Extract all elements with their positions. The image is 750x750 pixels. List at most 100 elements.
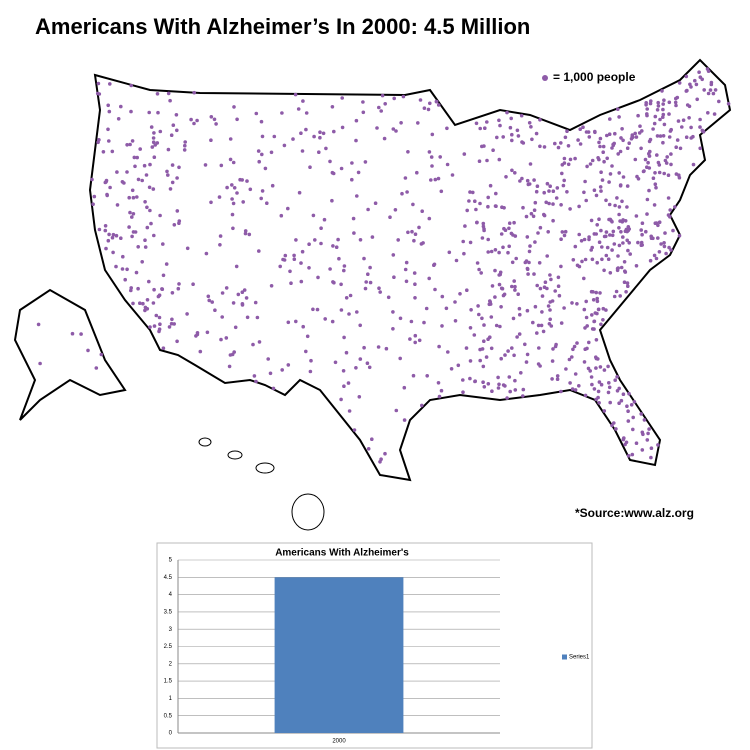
population-dot — [647, 166, 652, 170]
population-dot — [717, 99, 721, 104]
population-dot — [695, 97, 699, 102]
population-dot — [587, 340, 591, 345]
population-dot — [693, 78, 697, 83]
population-dot — [379, 457, 383, 462]
population-dot — [517, 306, 522, 311]
population-dot — [122, 181, 126, 185]
population-dot — [240, 178, 244, 182]
population-dot — [663, 231, 667, 235]
population-dot — [440, 294, 445, 299]
population-dot — [666, 173, 671, 177]
population-dot — [107, 109, 112, 114]
population-dot — [444, 306, 449, 311]
population-dot — [145, 225, 150, 230]
population-dot — [150, 145, 155, 149]
population-dot — [396, 238, 401, 242]
population-dot — [520, 176, 524, 181]
population-dot — [507, 226, 511, 231]
population-dot — [96, 81, 101, 86]
population-dot — [296, 107, 301, 111]
population-dot — [337, 256, 341, 261]
population-dot — [560, 171, 564, 176]
population-dot — [614, 427, 618, 431]
population-dot — [230, 183, 234, 187]
population-dot — [140, 178, 144, 183]
population-dot — [506, 349, 510, 353]
population-dot — [551, 202, 555, 206]
population-dot — [594, 193, 599, 198]
population-dot — [175, 209, 180, 213]
population-dot — [513, 288, 517, 292]
population-dot — [535, 331, 539, 335]
population-dot — [282, 143, 287, 148]
population-dot — [143, 308, 147, 313]
population-dot — [615, 196, 619, 200]
population-dot — [544, 200, 548, 205]
population-dot — [101, 150, 106, 154]
population-dot — [232, 105, 236, 109]
population-dot — [294, 238, 298, 242]
population-dot — [474, 121, 479, 126]
bar — [274, 577, 404, 733]
population-dot — [602, 159, 606, 164]
population-dot — [654, 185, 658, 190]
population-dot — [342, 268, 346, 273]
population-dot — [358, 323, 363, 328]
population-dot — [394, 408, 399, 413]
population-dot — [213, 308, 217, 313]
population-dot — [580, 259, 584, 264]
population-dot — [510, 132, 514, 137]
population-dot — [610, 248, 614, 252]
population-dot — [138, 147, 142, 151]
population-dot — [292, 257, 297, 262]
population-dot — [398, 356, 403, 361]
population-dot — [497, 273, 502, 277]
population-dot — [562, 178, 566, 183]
population-dot — [169, 133, 174, 137]
population-dot — [319, 241, 323, 246]
population-dot — [333, 360, 338, 365]
population-dot — [559, 203, 563, 207]
population-dot — [634, 441, 639, 446]
population-dot — [350, 161, 354, 165]
population-dot — [595, 311, 599, 316]
population-dot — [673, 205, 677, 209]
population-dot — [391, 253, 396, 257]
population-dot — [600, 257, 604, 262]
population-dot — [493, 248, 498, 252]
population-dot — [104, 246, 108, 251]
population-dot — [645, 212, 649, 216]
population-dot — [152, 287, 156, 292]
population-dot — [79, 332, 83, 336]
population-dot — [432, 262, 437, 267]
hawaii-island — [198, 437, 212, 447]
population-dot — [330, 170, 335, 175]
population-dot — [330, 105, 335, 109]
population-dot — [661, 112, 666, 117]
population-dot — [106, 127, 110, 132]
population-dot — [636, 240, 640, 245]
population-dot — [152, 155, 157, 159]
population-dot — [608, 271, 613, 275]
population-dot — [148, 162, 152, 167]
population-dot — [559, 389, 563, 394]
population-dot — [587, 135, 592, 139]
population-dot — [304, 127, 308, 132]
population-dot — [599, 228, 603, 233]
population-dot — [620, 199, 624, 204]
population-dot — [445, 162, 450, 167]
population-dot — [437, 344, 441, 349]
population-dot — [182, 148, 187, 152]
population-dot — [661, 134, 666, 138]
population-dot — [680, 125, 684, 129]
population-dot — [588, 162, 593, 166]
population-dot — [634, 264, 639, 268]
y-tick-label: 2.5 — [164, 644, 173, 650]
population-dot — [362, 256, 366, 261]
population-dot — [177, 165, 181, 170]
population-dot — [542, 212, 546, 217]
population-dot — [478, 201, 482, 206]
population-dot — [706, 91, 711, 96]
population-dot — [330, 198, 334, 203]
population-dot — [638, 124, 642, 128]
